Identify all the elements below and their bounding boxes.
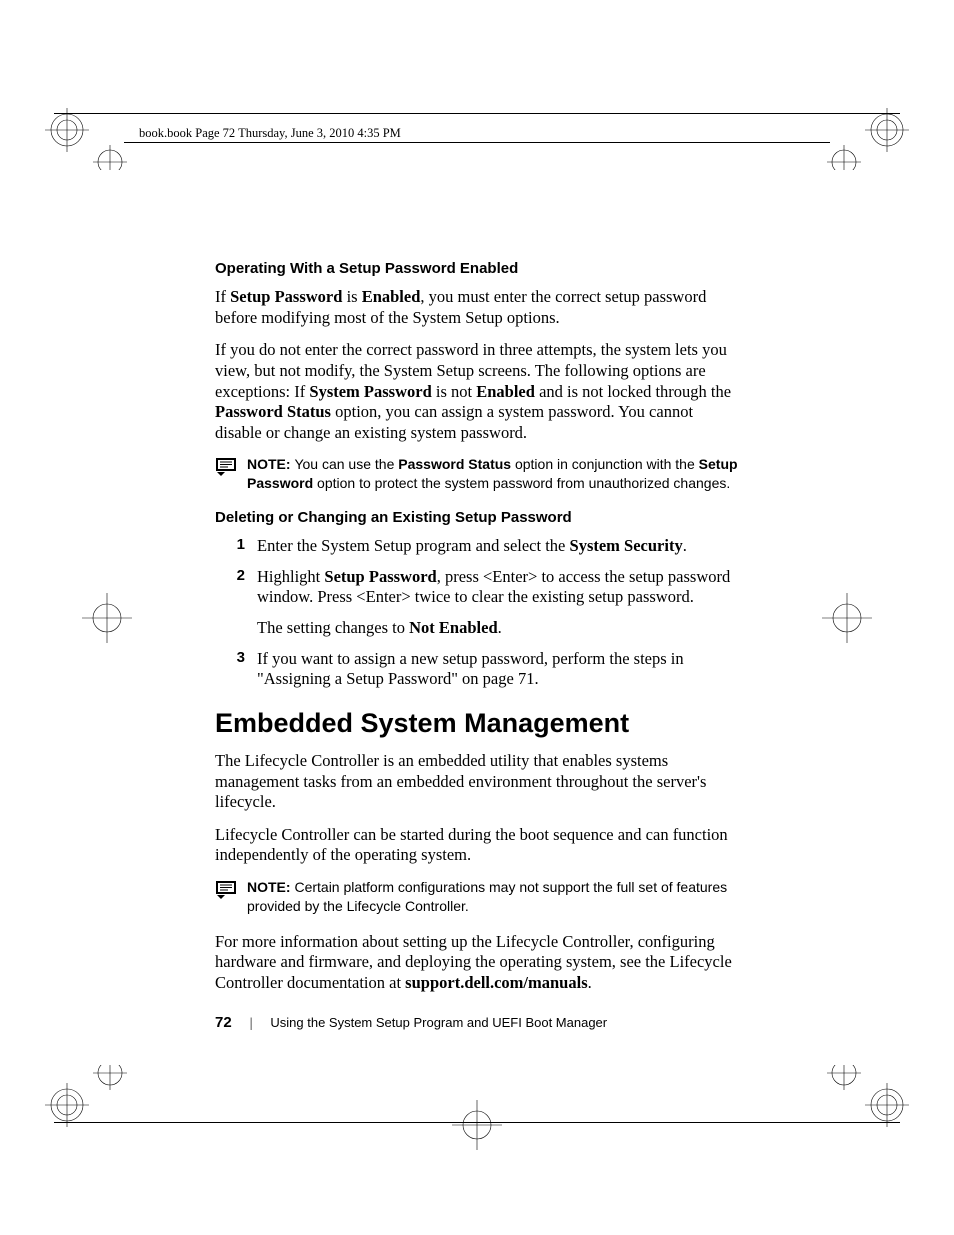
text: option in conjunction with the xyxy=(511,456,699,472)
text: option to protect the system password fr… xyxy=(313,475,730,491)
text: Certain platform configurations may not … xyxy=(247,879,727,914)
crop-line-top xyxy=(54,113,900,114)
text-bold: Setup Password xyxy=(324,567,436,586)
regmark-bot-right xyxy=(822,1065,912,1155)
text: . xyxy=(498,618,502,637)
crop-line-header xyxy=(124,142,830,143)
note-label: NOTE: xyxy=(247,879,294,895)
step-body: Highlight Setup Password, press <Enter> … xyxy=(257,567,739,639)
regmark-mid-right xyxy=(802,573,892,663)
step-number: 3 xyxy=(215,649,257,690)
note-label: NOTE: xyxy=(247,456,294,472)
text-bold: System Password xyxy=(309,382,431,401)
text: If xyxy=(215,287,230,306)
text: . xyxy=(683,536,687,555)
heading-deleting: Deleting or Changing an Existing Setup P… xyxy=(215,509,739,526)
heading-embedded: Embedded System Management xyxy=(215,708,739,739)
text: is xyxy=(342,287,361,306)
text: You can use the xyxy=(294,456,398,472)
steps-list: 1 Enter the System Setup program and sel… xyxy=(215,536,739,690)
regmark-bot-left xyxy=(42,1065,132,1155)
main-content: Operating With a Setup Password Enabled … xyxy=(215,260,739,1006)
text: The setting changes to xyxy=(257,618,409,637)
footer-section: Using the System Setup Program and UEFI … xyxy=(270,1015,607,1030)
regmark-bot-mid xyxy=(432,1080,522,1170)
note-icon xyxy=(215,457,237,477)
regmark-top-left xyxy=(42,80,132,170)
step-1: 1 Enter the System Setup program and sel… xyxy=(215,536,739,557)
heading-operating: Operating With a Setup Password Enabled xyxy=(215,260,739,277)
text-bold: Not Enabled xyxy=(409,618,497,637)
text-bold: support.dell.com/manuals xyxy=(405,973,587,992)
page-number: 72 xyxy=(215,1014,232,1031)
step-number: 1 xyxy=(215,536,257,557)
text-bold: Setup Password xyxy=(230,287,342,306)
text: . xyxy=(588,973,592,992)
running-header: book.book Page 72 Thursday, June 3, 2010… xyxy=(139,126,401,141)
text: and is not locked through the xyxy=(535,382,731,401)
note-text: NOTE: Certain platform configurations ma… xyxy=(247,878,739,916)
note-icon xyxy=(215,880,237,900)
footer-separator: | xyxy=(250,1015,253,1031)
step-number: 2 xyxy=(215,567,257,639)
page: book.book Page 72 Thursday, June 3, 2010… xyxy=(0,0,954,1235)
footer: 72 | Using the System Setup Program and … xyxy=(215,1014,739,1031)
note-password-status: NOTE: You can use the Password Status op… xyxy=(215,455,739,493)
text: Highlight xyxy=(257,567,324,586)
para-more-info: For more information about setting up th… xyxy=(215,932,739,994)
text: is not xyxy=(432,382,476,401)
para-wrong-password: If you do not enter the correct password… xyxy=(215,340,739,443)
step-sub: The setting changes to Not Enabled. xyxy=(257,618,739,639)
step-body: If you want to assign a new setup passwo… xyxy=(257,649,739,690)
note-text: NOTE: You can use the Password Status op… xyxy=(247,455,739,493)
note-platform: NOTE: Certain platform configurations ma… xyxy=(215,878,739,916)
step-3: 3 If you want to assign a new setup pass… xyxy=(215,649,739,690)
text-bold: System Security xyxy=(570,536,683,555)
text: Enter the System Setup program and selec… xyxy=(257,536,570,555)
para-lifecycle-2: Lifecycle Controller can be started duri… xyxy=(215,825,739,866)
regmark-top-right xyxy=(822,80,912,170)
para-setup-enabled: If Setup Password is Enabled, you must e… xyxy=(215,287,739,328)
text: If you want to assign a new setup passwo… xyxy=(257,649,684,689)
text-bold: Enabled xyxy=(476,382,535,401)
regmark-mid-left xyxy=(62,573,152,663)
text-bold: Password Status xyxy=(215,402,331,421)
para-lifecycle-1: The Lifecycle Controller is an embedded … xyxy=(215,751,739,813)
text-bold: Password Status xyxy=(398,456,511,472)
crop-line-bottom xyxy=(54,1122,900,1123)
text-bold: Enabled xyxy=(362,287,421,306)
step-2: 2 Highlight Setup Password, press <Enter… xyxy=(215,567,739,639)
step-body: Enter the System Setup program and selec… xyxy=(257,536,739,557)
